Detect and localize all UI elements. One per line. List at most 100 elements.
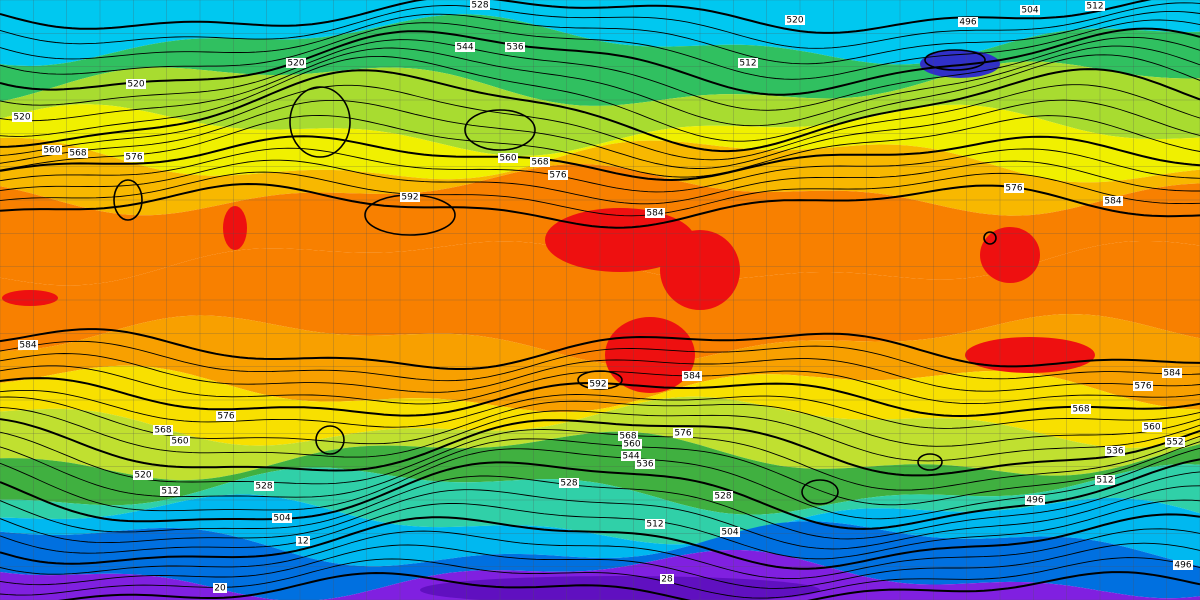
contour-label: 528 xyxy=(255,482,272,492)
label-background xyxy=(455,42,475,52)
contour-label: 520 xyxy=(13,113,30,123)
contour-line xyxy=(0,19,1200,80)
contour-line xyxy=(0,0,1152,34)
label-background xyxy=(635,459,655,469)
contour-line xyxy=(0,99,1200,169)
label-background xyxy=(254,481,274,491)
contour-label: 496 xyxy=(959,18,976,28)
label-background xyxy=(1103,196,1123,206)
contour-line xyxy=(0,68,1200,153)
label-background xyxy=(213,583,227,593)
contour-line xyxy=(0,396,1200,447)
label-background xyxy=(286,58,306,68)
contour-label: 528 xyxy=(560,479,577,489)
contour-line xyxy=(0,447,1200,520)
contour-label: 496 xyxy=(1174,561,1191,571)
label-background xyxy=(153,425,173,435)
contour-label: 528 xyxy=(714,492,731,502)
contour-label: 576 xyxy=(1005,184,1022,194)
contour-label: 592 xyxy=(401,193,418,203)
contour-line xyxy=(0,458,1200,530)
contour-line xyxy=(0,27,1200,96)
label-background xyxy=(1025,495,1045,505)
contour-label: 504 xyxy=(721,528,738,538)
contour-label: 512 xyxy=(1096,476,1113,486)
closed-contour xyxy=(289,86,351,158)
contour-line xyxy=(0,84,1200,161)
label-background xyxy=(682,371,702,381)
contour-label: 584 xyxy=(19,341,36,351)
label-background xyxy=(548,170,568,180)
contour-label: 584 xyxy=(683,372,700,382)
contour-line xyxy=(0,438,1200,506)
contour-label: 584 xyxy=(646,209,663,219)
contour-line xyxy=(0,10,1200,65)
contour-label: 552 xyxy=(1166,438,1183,448)
label-background xyxy=(618,431,638,441)
contour-label: 576 xyxy=(125,153,142,163)
closed-contour xyxy=(464,109,536,151)
contour-line xyxy=(0,328,1200,370)
label-background xyxy=(296,536,310,546)
contour-line xyxy=(0,406,1200,462)
contour-label: 496 xyxy=(1026,496,1043,506)
contour-label: 504 xyxy=(1021,6,1038,16)
label-background xyxy=(126,79,146,89)
contour-line xyxy=(0,353,1200,393)
contour-label: 584 xyxy=(1104,197,1121,207)
closed-contour xyxy=(801,479,839,505)
label-background xyxy=(1162,368,1182,378)
closed-contour xyxy=(917,453,943,471)
label-background xyxy=(272,513,292,523)
label-background xyxy=(738,58,758,68)
label-background xyxy=(1173,560,1193,570)
label-background xyxy=(170,436,190,446)
contour-line xyxy=(0,542,1200,589)
label-background xyxy=(673,428,693,438)
contour-line xyxy=(0,159,1200,205)
contour-label: 520 xyxy=(134,471,151,481)
contour-label: 512 xyxy=(739,59,756,69)
closed-contour xyxy=(924,49,986,71)
label-background xyxy=(645,519,665,529)
contour-label: 544 xyxy=(456,43,473,53)
label-background xyxy=(216,411,236,421)
contour-label: 536 xyxy=(506,43,523,53)
contour-label: 536 xyxy=(636,460,653,470)
closed-contour xyxy=(315,425,345,455)
contour-line xyxy=(0,36,1200,111)
label-background xyxy=(713,491,733,501)
contour-label: 28 xyxy=(661,575,673,585)
label-background xyxy=(160,486,180,496)
contour-line xyxy=(0,147,1200,193)
label-background xyxy=(1095,475,1115,485)
contour-label: 528 xyxy=(471,1,488,11)
contour-label: 536 xyxy=(1106,447,1123,457)
contour-label: 560 xyxy=(43,146,60,156)
label-background xyxy=(1133,381,1153,391)
label-background xyxy=(1020,5,1040,15)
contour-line xyxy=(58,571,1200,600)
label-background xyxy=(785,15,805,25)
contour-line xyxy=(0,182,1200,229)
contour-label: 560 xyxy=(1143,423,1160,433)
contour-label: 576 xyxy=(674,429,691,439)
contour-label: 560 xyxy=(623,440,640,450)
label-background xyxy=(645,208,665,218)
label-background xyxy=(621,451,641,461)
contour-line xyxy=(0,528,1200,580)
contour-label: 568 xyxy=(619,432,636,442)
label-background xyxy=(622,439,642,449)
contour-line xyxy=(0,115,1200,178)
closed-contour xyxy=(113,179,143,221)
contour-label: 568 xyxy=(154,426,171,436)
contour-label: 520 xyxy=(287,59,304,69)
contour-line xyxy=(0,485,1200,550)
label-background xyxy=(42,145,62,155)
contour-label: 544 xyxy=(622,452,639,462)
contour-line xyxy=(0,171,1200,217)
label-background xyxy=(470,0,490,10)
label-background xyxy=(530,157,550,167)
